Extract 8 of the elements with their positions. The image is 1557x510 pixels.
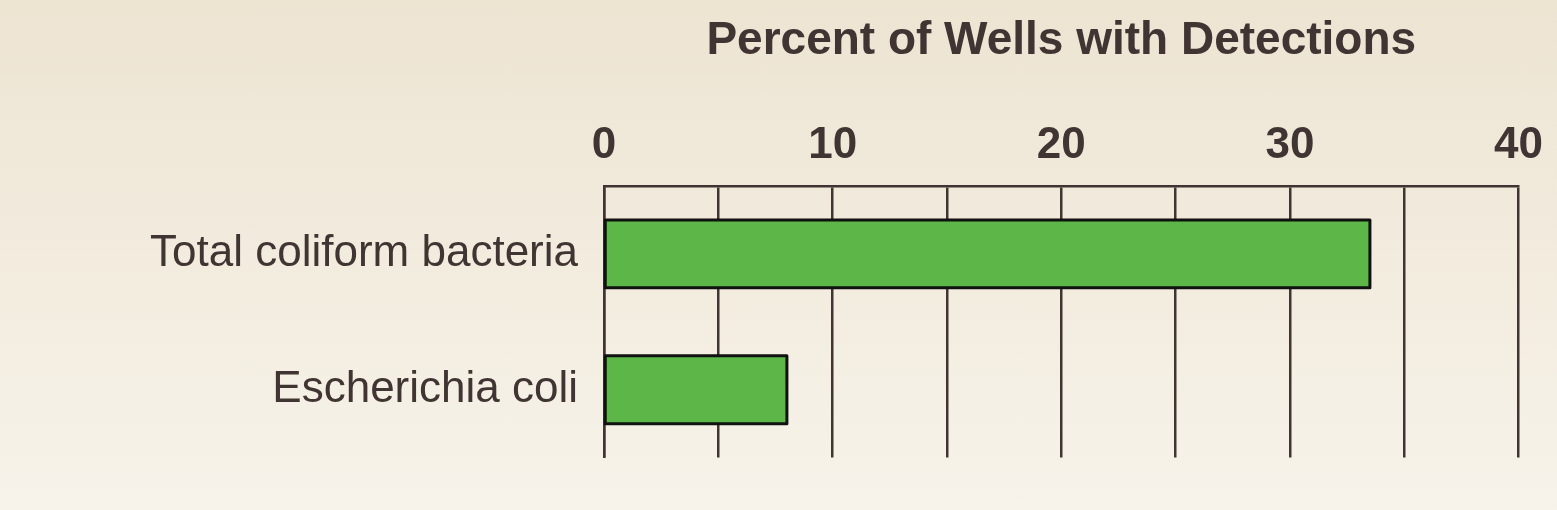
y-tick-label: Total coliform bacteria — [150, 226, 579, 276]
x-axis-title: Percent of Wells with Detections — [706, 12, 1417, 65]
x-tick-label: 0 — [591, 117, 617, 167]
x-tick-label: 40 — [1494, 117, 1544, 167]
x-tick-label: 20 — [1036, 117, 1086, 167]
y-tick-label: Escherichia coli — [272, 361, 578, 411]
x-tick-label: 30 — [1265, 117, 1315, 167]
x-tick-label: 10 — [808, 117, 858, 167]
